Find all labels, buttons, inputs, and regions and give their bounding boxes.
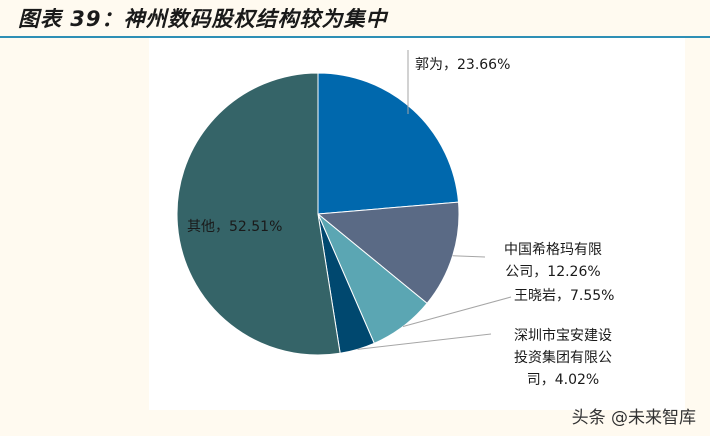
label-other: 其他，52.51% bbox=[187, 219, 283, 235]
leader-line bbox=[357, 333, 492, 350]
pie-slice bbox=[316, 201, 460, 305]
label-guowei: 郭为，23.66% bbox=[415, 57, 511, 73]
label-line: 中国希格玛有限 bbox=[504, 242, 602, 258]
leader-line bbox=[402, 296, 512, 327]
label-sigma: 中国希格玛有限 公司，12.26% bbox=[483, 239, 623, 283]
label-line: 深圳市宝安建设 bbox=[514, 328, 612, 344]
watermark: 头条 @未来智库 bbox=[571, 408, 696, 428]
title-divider bbox=[0, 36, 710, 38]
leader-line bbox=[452, 255, 486, 258]
label-line: 投资集团有限公 bbox=[514, 350, 612, 366]
figure-title: 图表 39：神州数码股权结构较为集中 bbox=[18, 7, 388, 31]
label-line: 公司，12.26% bbox=[505, 264, 601, 280]
label-baoan: 深圳市宝安建设 投资集团有限公 司，4.02% bbox=[489, 325, 637, 391]
pie-slice bbox=[176, 72, 341, 356]
chart-area: 郭为，23.66% 中国希格玛有限 公司，12.26% 王晓岩，7.55% 深圳… bbox=[149, 38, 685, 410]
label-line: 司，4.02% bbox=[526, 372, 600, 388]
pie-chart bbox=[176, 50, 512, 356]
pie-slice bbox=[317, 72, 460, 215]
label-wang: 王晓岩，7.55% bbox=[514, 288, 615, 304]
